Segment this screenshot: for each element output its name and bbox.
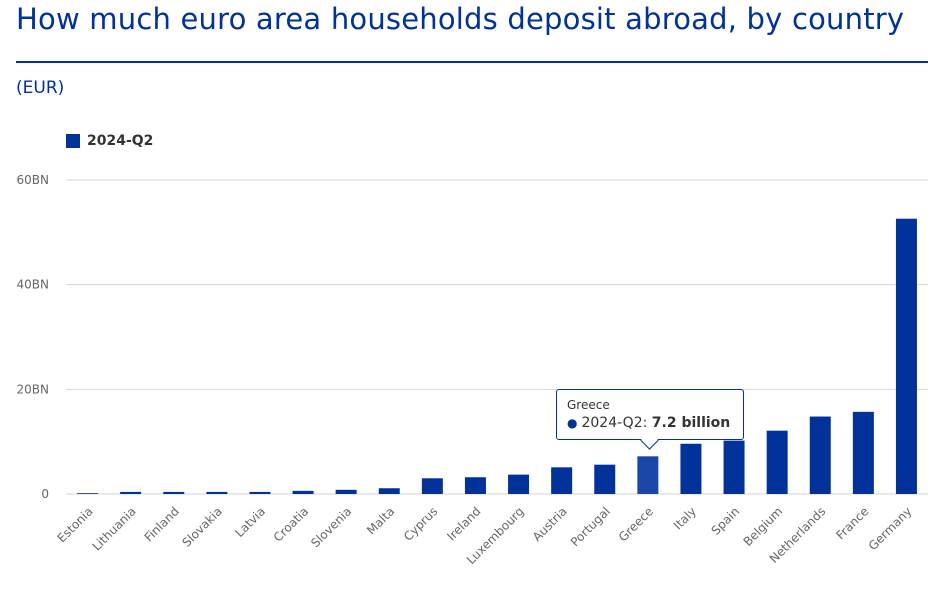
title-divider [16, 61, 928, 63]
bar-lithuania[interactable] [120, 491, 142, 494]
bar-latvia[interactable] [249, 491, 271, 494]
x-tick-label: Spain [709, 504, 743, 538]
bar-spain[interactable] [723, 440, 745, 494]
x-tick-label: Latvia [232, 504, 268, 540]
x-tick-label: Austria [530, 504, 570, 544]
y-tick-label: 60BN [17, 173, 49, 187]
x-tick-label: Ireland [444, 504, 483, 543]
bar-luxembourg[interactable] [508, 474, 530, 494]
x-tick-label: Greece [616, 504, 656, 544]
x-tick-label: Croatia [271, 504, 311, 544]
bar-ireland[interactable] [464, 477, 486, 494]
bar-belgium[interactable] [766, 430, 788, 494]
bar-slovenia[interactable] [335, 489, 357, 494]
bar-finland[interactable] [163, 491, 185, 494]
legend-swatch [66, 134, 80, 148]
bar-malta[interactable] [378, 488, 400, 494]
tooltip-row: ● 2024-Q2: 7.2 billion [567, 415, 733, 431]
x-tick-label: Germany [866, 504, 915, 553]
tooltip-category: Greece [567, 398, 610, 412]
legend-label: 2024-Q2 [87, 133, 154, 149]
tooltip-series-dot: ● [567, 416, 578, 430]
bar-slovakia[interactable] [206, 491, 228, 494]
bar-greece[interactable] [637, 456, 659, 494]
x-tick-label: Estonia [55, 504, 96, 545]
bar-france[interactable] [852, 411, 874, 494]
tooltip: Greece ● 2024-Q2: 7.2 billion [556, 389, 744, 440]
bar-austria[interactable] [551, 467, 573, 494]
x-tick-label: Finland [142, 504, 182, 544]
tooltip-value: 7.2 billion [651, 415, 731, 431]
bar-croatia[interactable] [292, 490, 314, 494]
chart-title: How much euro area households deposit ab… [16, 2, 905, 36]
x-tick-label: Malta [364, 504, 397, 537]
x-tick-label: Belgium [741, 504, 786, 549]
x-tick-label: France [833, 504, 871, 542]
bar-portugal[interactable] [594, 464, 616, 494]
x-tick-label: Slovakia [179, 504, 225, 550]
bar-netherlands[interactable] [809, 416, 831, 494]
x-tick-label: Italy [671, 504, 699, 532]
y-tick-label: 40BN [17, 278, 49, 292]
x-tick-label: Portugal [568, 504, 613, 549]
x-tick-label: Lithuania [90, 504, 139, 553]
gridlines [66, 179, 928, 495]
bar-estonia[interactable] [77, 493, 99, 494]
x-tick-label: Cyprus [401, 504, 441, 544]
bars [77, 218, 917, 494]
legend-item[interactable]: 2024-Q2 [66, 133, 153, 149]
bar-cyprus[interactable] [421, 478, 443, 494]
y-tick-label: 0 [41, 487, 49, 501]
bar-italy[interactable] [680, 443, 702, 494]
y-tick-label: 20BN [17, 382, 49, 396]
unit-label: (EUR) [16, 78, 65, 98]
y-axis-ticks: 0 20BN 40BN 60BN [17, 173, 49, 501]
bar-germany[interactable] [895, 218, 917, 494]
tooltip-separator: : [642, 415, 648, 431]
x-tick-label: Slovenia [308, 504, 354, 550]
tooltip-series: 2024-Q2 [581, 415, 643, 431]
